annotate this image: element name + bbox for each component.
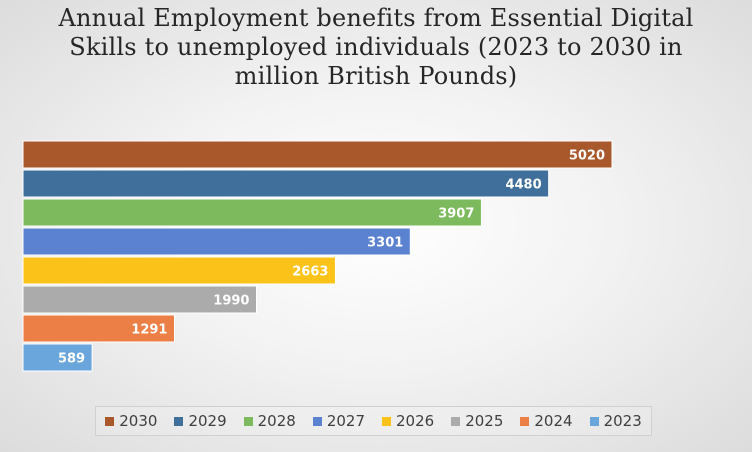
legend-item-2027: 2027 (312, 412, 365, 430)
data-label-2026: 2663 (292, 265, 328, 280)
legend-item-2029: 2029 (174, 412, 227, 430)
legend-swatch (451, 416, 461, 426)
bar-2030 (22, 140, 613, 169)
legend-label: 2027 (326, 412, 365, 430)
legend-swatch (382, 416, 391, 426)
legend-label: 2029 (188, 412, 227, 430)
data-label-2029: 4480 (505, 178, 541, 193)
legend-item-2024: 2024 (520, 412, 573, 430)
legend-item-2023: 2023 (589, 412, 642, 430)
data-label-2027: 3301 (367, 236, 403, 251)
bar-2024 (22, 314, 175, 343)
legend-label: 2025 (465, 412, 504, 430)
bar-2028 (22, 198, 482, 227)
legend-item-2028: 2028 (243, 412, 296, 430)
data-label-2030: 5020 (569, 149, 605, 164)
legend-label: 2024 (534, 412, 573, 430)
legend-label: 2023 (603, 412, 642, 430)
chart-title: Annual Employment benefits from Essentia… (58, 4, 694, 90)
bar-2023 (22, 343, 93, 372)
legend-label: 2028 (257, 412, 296, 430)
data-label-2023: 589 (58, 352, 85, 367)
legend-item-2026: 2026 (382, 412, 434, 430)
legend-item-2025: 2025 (451, 412, 503, 430)
data-label-2025: 1990 (213, 294, 249, 309)
chart-legend: 2030 2029 2028 2027 2026 2025 2024 2023 (95, 406, 652, 436)
bar-2026 (22, 256, 336, 285)
bar-2027 (22, 227, 411, 256)
data-label-2024: 1291 (131, 323, 167, 338)
legend-label: 2030 (119, 412, 158, 430)
legend-label: 2026 (396, 412, 435, 430)
bar-2025 (22, 285, 257, 314)
legend-item-2030: 2030 (105, 412, 157, 430)
legend-swatch (312, 416, 322, 426)
legend-swatch (243, 416, 253, 426)
bar-2029 (22, 169, 550, 198)
legend-swatch (589, 416, 599, 426)
data-label-2028: 3907 (438, 207, 474, 222)
legend-swatch (520, 416, 530, 426)
legend-swatch (174, 416, 184, 426)
legend-swatch (105, 416, 115, 426)
